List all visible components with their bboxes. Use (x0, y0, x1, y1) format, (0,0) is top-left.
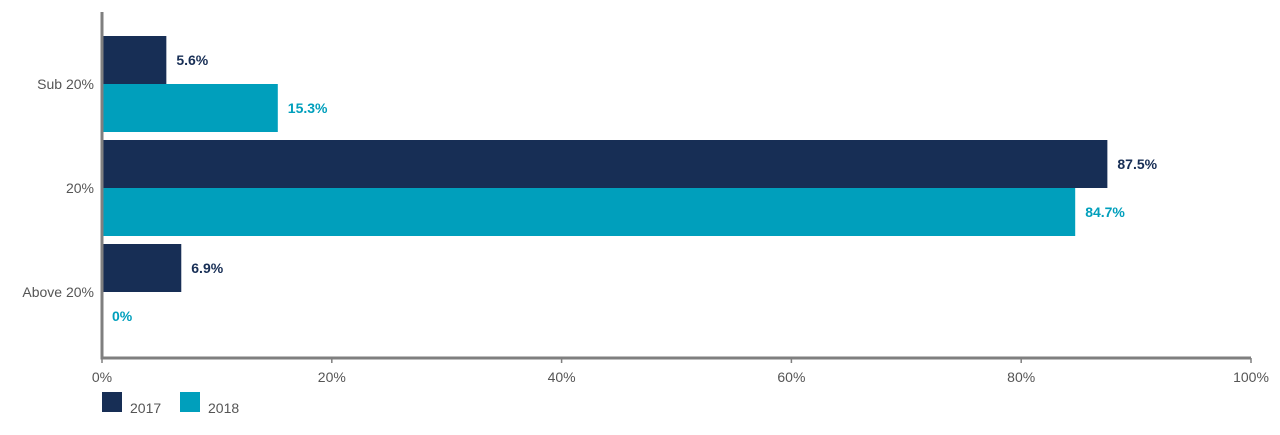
bar-2017-1 (102, 36, 167, 84)
bar-2017-3 (102, 244, 182, 292)
bar-2018-1 (102, 84, 278, 132)
x-tick-label: 0% (92, 369, 112, 385)
x-tick-label: 40% (548, 369, 576, 385)
bar-2018-2 (102, 188, 1076, 236)
x-tick-label: 100% (1233, 369, 1269, 385)
legend-swatch-2017 (102, 392, 122, 412)
data-label: 84.7% (1085, 204, 1125, 220)
x-tick-label: 80% (1007, 369, 1035, 385)
data-label: 15.3% (288, 100, 328, 116)
data-label: 5.6% (176, 52, 208, 68)
data-label: 87.5% (1117, 156, 1157, 172)
x-tick-label: 60% (777, 369, 805, 385)
bars-layer (102, 36, 1108, 292)
category-label: Above 20% (22, 284, 94, 300)
legend-swatch-2018 (180, 392, 200, 412)
legend-label: 2018 (208, 400, 239, 416)
axis-layer: 0% 20% 40% 60% 80% 100% (92, 12, 1269, 385)
legend-label: 2017 (130, 400, 161, 416)
legend: 2017 2018 (102, 392, 239, 416)
labels-layer: Sub 20% 5.6% 15.3% 20% 87.5% 84.7% Above 20% 6.… (22, 52, 1157, 324)
category-label: 20% (66, 180, 94, 196)
category-label: Sub 20% (37, 76, 94, 92)
data-label: 0% (112, 308, 133, 324)
data-label: 6.9% (191, 260, 223, 276)
x-tick-label: 20% (318, 369, 346, 385)
bar-2017-2 (102, 140, 1108, 188)
